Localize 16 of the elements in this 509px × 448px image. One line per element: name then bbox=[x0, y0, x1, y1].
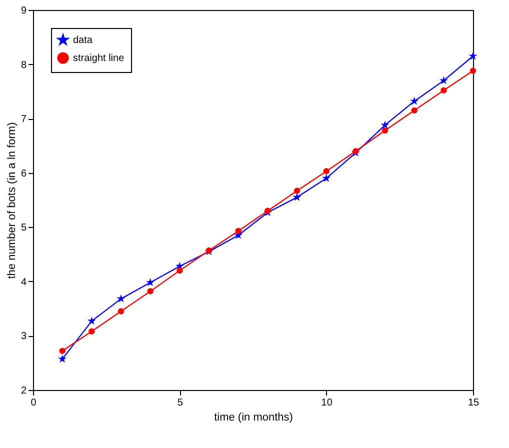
y-tick-label: 3 bbox=[20, 331, 27, 342]
y-tick-label: 5 bbox=[20, 222, 27, 234]
y-tick-label: 2 bbox=[20, 386, 27, 396]
y-tick-label: 6 bbox=[20, 168, 27, 180]
x-tick-label: 15 bbox=[468, 398, 480, 408]
y-axis-title: the number of bots (in a ln form) bbox=[6, 122, 18, 279]
y-tick-label: 8 bbox=[20, 60, 27, 71]
y-tick-label: 7 bbox=[20, 114, 27, 126]
x-axis-title: time (in months) bbox=[214, 412, 293, 424]
y-tick-label: 9 bbox=[20, 6, 27, 16]
x-tick-label: 10 bbox=[321, 398, 333, 408]
legend-label: straight line bbox=[73, 53, 125, 64]
legend-label: data bbox=[73, 35, 93, 46]
x-tick-label: 5 bbox=[177, 398, 184, 408]
x-tick-label: 0 bbox=[30, 398, 37, 408]
y-tick-label: 4 bbox=[20, 276, 27, 288]
